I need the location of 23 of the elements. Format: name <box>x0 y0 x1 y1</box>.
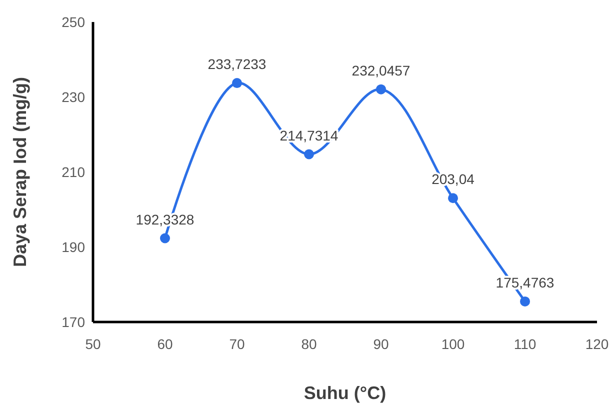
x-tick-label: 110 <box>514 336 536 352</box>
y-tick-label: 230 <box>62 89 86 105</box>
x-tick-label: 120 <box>585 336 609 352</box>
x-tick-label: 50 <box>85 336 101 352</box>
x-tick-label: 70 <box>229 336 245 352</box>
point <box>520 296 530 306</box>
y-axis-title: Daya Serap Iod (mg/g) <box>10 76 30 268</box>
y-tick-label: 250 <box>62 14 86 30</box>
x-tick-label: 100 <box>441 336 465 352</box>
x-axis-title: Suhu (°C) <box>304 383 386 403</box>
point <box>376 84 386 94</box>
y-tick-label: 210 <box>62 164 86 180</box>
point <box>304 149 314 160</box>
point <box>232 78 242 88</box>
data-label: 233,7233 <box>208 56 266 72</box>
x-tick-label: 90 <box>373 336 389 352</box>
x-tick-label: 80 <box>301 336 317 352</box>
data-label: 232,0457 <box>352 62 410 78</box>
x-tick-label: 60 <box>157 336 173 352</box>
point <box>448 193 458 204</box>
y-tick-label: 190 <box>62 239 86 255</box>
point <box>160 233 170 244</box>
y-tick-label: 170 <box>62 314 86 330</box>
